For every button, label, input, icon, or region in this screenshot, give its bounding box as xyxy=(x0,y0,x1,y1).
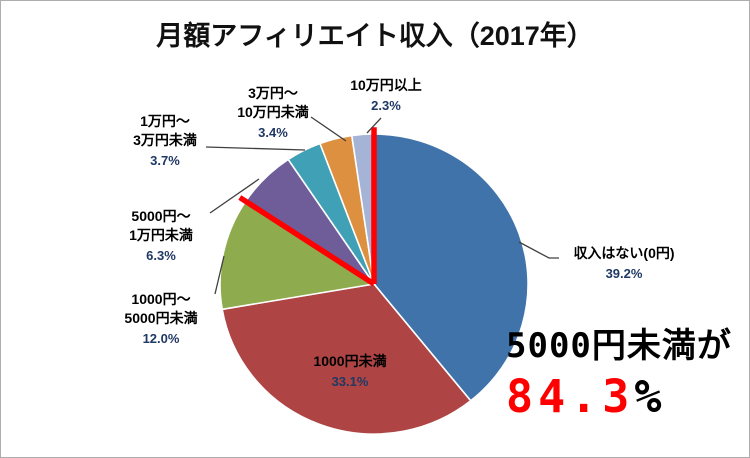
highlight-annotation: 5000円未満が 84.3% xyxy=(506,329,732,419)
group-highlight-line-1 xyxy=(238,195,376,287)
slice-percent: 3.7% xyxy=(150,153,180,168)
slice-label-text: 3万円未満 xyxy=(133,132,197,148)
slice-percent: 3.4% xyxy=(258,125,288,140)
slice-label-6: 10万円以上 2.3% xyxy=(326,76,446,115)
annotation-text: 5000円未満が xyxy=(506,326,732,366)
slice-percent: 2.3% xyxy=(371,98,401,113)
leader-line-4 xyxy=(205,146,306,151)
slice-label-0: 収入はない(0円) 39.2% xyxy=(557,244,691,283)
chart-title: 月額アフィリエイト収入（2017年） xyxy=(156,21,594,51)
leader-line-5 xyxy=(310,116,347,142)
annotation-percent-sign: % xyxy=(634,370,667,423)
slice-label-2: 1000円～ 5000円未満 12.0% xyxy=(96,290,226,348)
annotation-value-line: 84.3% xyxy=(506,374,732,419)
slice-label-text: 1000円未満 xyxy=(313,353,387,369)
slice-percent: 6.3% xyxy=(146,248,176,263)
pie-slice-0 xyxy=(373,133,529,402)
slice-label-1: 1000円未満 33.1% xyxy=(290,352,410,391)
slice-label-text: 収入はない(0円) xyxy=(573,245,675,261)
leader-line-0 xyxy=(518,241,559,259)
slice-label-text: 10万円以上 xyxy=(350,77,422,93)
slice-label-text: 1万円未満 xyxy=(129,227,193,243)
slice-label-4: 1万円～ 3万円未満 3.7% xyxy=(101,112,229,170)
slice-label-3: 5000円～ 1万円未満 6.3% xyxy=(96,207,226,265)
slice-label-text: 1万円～ xyxy=(140,113,190,129)
slice-percent: 33.1% xyxy=(331,374,369,389)
annotation-value: 84.3 xyxy=(506,370,635,423)
slice-label-text: 1000円～ xyxy=(131,291,191,307)
slice-percent: 12.0% xyxy=(142,331,180,346)
slice-label-text: 5000円未満 xyxy=(124,310,198,326)
slice-label-text: 3万円～ xyxy=(248,85,298,101)
slice-percent: 39.2% xyxy=(605,266,643,281)
slice-label-text: 10万円未満 xyxy=(237,104,309,120)
pie-slice-2 xyxy=(219,200,377,311)
leader-line-2 xyxy=(214,255,225,295)
slice-label-text: 5000円～ xyxy=(131,208,191,224)
pie-slice-1 xyxy=(221,283,472,435)
leader-line-3 xyxy=(209,178,260,214)
leader-line-6 xyxy=(366,117,382,134)
slice-label-5: 3万円～ 10万円未満 3.4% xyxy=(208,84,338,142)
